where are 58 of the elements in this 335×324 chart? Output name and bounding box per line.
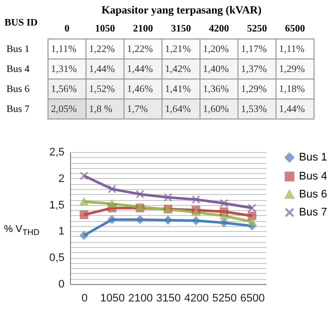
x-tick-label: 1050 — [100, 292, 125, 304]
data-label: 1,36% — [203, 84, 229, 95]
x-tick-label: 6500 — [240, 292, 265, 304]
y-tick-label: 2 — [58, 172, 64, 185]
y-axis-title: BUS ID — [4, 18, 38, 28]
data-label: 1,18% — [279, 84, 305, 95]
data-label: 1,20% — [203, 44, 229, 55]
x-tick-label: 5250 — [247, 24, 267, 34]
data-label: 1,11% — [279, 44, 304, 55]
data-label: 1,29% — [241, 84, 267, 95]
x-tick-label: 3150 — [156, 292, 181, 304]
y-tick-label: Bus 7 — [6, 104, 30, 115]
data-label: 2,05% — [51, 104, 77, 115]
y-tick-label: 2,5 — [49, 146, 64, 158]
data-label: 1,56% — [51, 84, 77, 95]
data-label: 1,41% — [165, 84, 191, 95]
y-tick-label: 0 — [58, 278, 64, 290]
data-label: 1,44% — [127, 64, 153, 75]
data-label: 1,7% — [127, 104, 148, 115]
data-label: 1,46% — [127, 84, 153, 95]
x-tick-label: 0 — [81, 292, 88, 304]
data-label: 1,22% — [89, 44, 115, 55]
x-tick-label: 6500 — [285, 24, 305, 34]
x-tick-label: 5250 — [212, 292, 237, 304]
x-tick-label: 4200 — [209, 24, 229, 34]
data-label: 1,52% — [89, 84, 115, 95]
y-axis-title: % V$_{THD}$ — [3, 224, 40, 237]
x-tick-label: 1050 — [95, 24, 115, 34]
data-label: 1,11% — [51, 44, 76, 55]
x-tick-label: 4200 — [184, 292, 209, 304]
y-tick-label: 1,5 — [49, 199, 64, 212]
data-label: 1,44% — [89, 64, 115, 75]
data-label: 1,40% — [203, 64, 229, 75]
x-tick-label: 2100 — [128, 292, 153, 304]
data-label: 1,31% — [51, 64, 77, 75]
y-tick-label: Bus 4 — [6, 64, 30, 75]
x-axis-title: Kapasitor yang terpasang (kVAR) — [101, 4, 262, 16]
data-label: 1,64% — [165, 104, 191, 115]
x-tick-label: 2100 — [133, 24, 153, 34]
y-tick-label: 1 — [58, 226, 64, 238]
data-label: 1,29% — [279, 64, 305, 75]
legend-label: Bus 4 — [299, 170, 328, 182]
data-label: 1,53% — [241, 104, 267, 115]
legend-label: Bus 6 — [299, 188, 328, 200]
data-label: 1,44% — [279, 104, 305, 115]
data-label: 1,17% — [241, 44, 267, 55]
data-label: 1,37% — [241, 64, 267, 75]
legend-label: Bus 1 — [299, 152, 328, 164]
y-tick-label: Bus 1 — [6, 44, 30, 55]
data-label: 1,60% — [203, 104, 229, 115]
data-label: 1,42% — [165, 64, 191, 75]
x-tick-label: 3150 — [171, 24, 191, 34]
data-label: 1,8 % — [89, 104, 112, 115]
legend-label: Bus 7 — [299, 206, 328, 218]
data-label: 1,22% — [127, 44, 153, 55]
data-label: 1,21% — [165, 44, 191, 55]
y-tick-label: Bus 6 — [6, 84, 30, 95]
y-tick-label: 0,5 — [49, 252, 64, 264]
